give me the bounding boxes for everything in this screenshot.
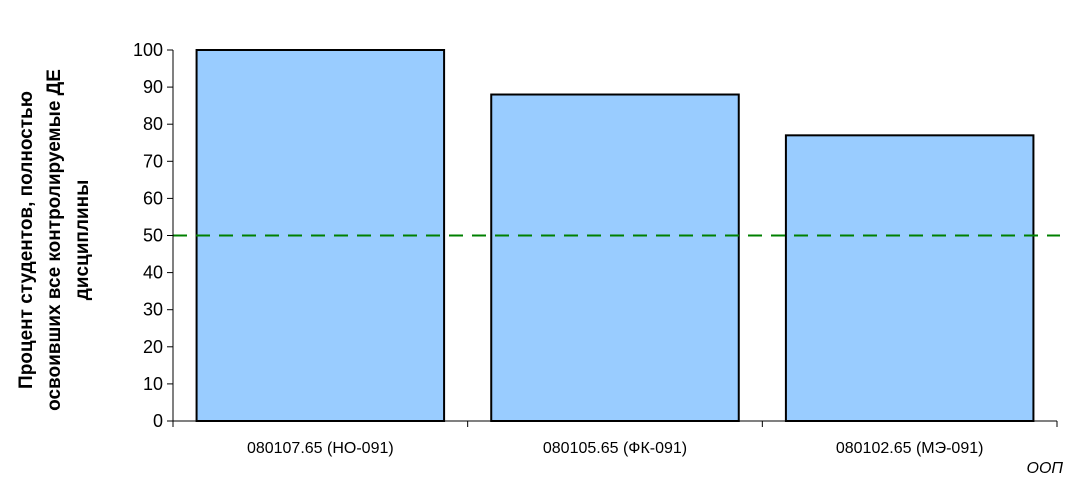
y-tick-label: 30 (143, 300, 163, 320)
y-axis-title-line-2: освоивших все контролируемые ДЕ (44, 69, 65, 411)
axes (172, 50, 1058, 427)
bar (490, 93, 740, 423)
y-tick-label: 0 (153, 411, 163, 431)
y-tick-label: 90 (143, 77, 163, 97)
y-axis-title-line-3: дисциплины (72, 180, 93, 301)
y-axis-ticks: 0 10 20 30 40 50 60 70 80 90 100 (133, 40, 173, 431)
y-tick-label: 100 (133, 40, 163, 60)
x-axis-categories: 080107.65 (НО-091) 080105.65 (ФК-091) 0801… (247, 440, 984, 457)
x-axis-title: ООП (1027, 460, 1064, 477)
x-category-label: 080107.65 (НО-091) (247, 440, 394, 457)
x-category-label: 080102.65 (МЭ-091) (836, 440, 984, 457)
y-tick-label: 60 (143, 188, 163, 208)
y-tick-label: 20 (143, 337, 163, 357)
y-tick-label: 40 (143, 263, 163, 283)
y-tick-label: 70 (143, 151, 163, 171)
y-tick-label: 50 (143, 226, 163, 246)
y-axis-title-line-1: Процент студентов, полностью (16, 91, 37, 389)
y-axis-title: Процент студентов, полностью освоивших в… (16, 69, 93, 411)
y-tick-label: 10 (143, 374, 163, 394)
bar (784, 134, 1035, 423)
y-tick-label: 80 (143, 114, 163, 134)
x-category-label: 080105.65 (ФК-091) (543, 440, 687, 457)
